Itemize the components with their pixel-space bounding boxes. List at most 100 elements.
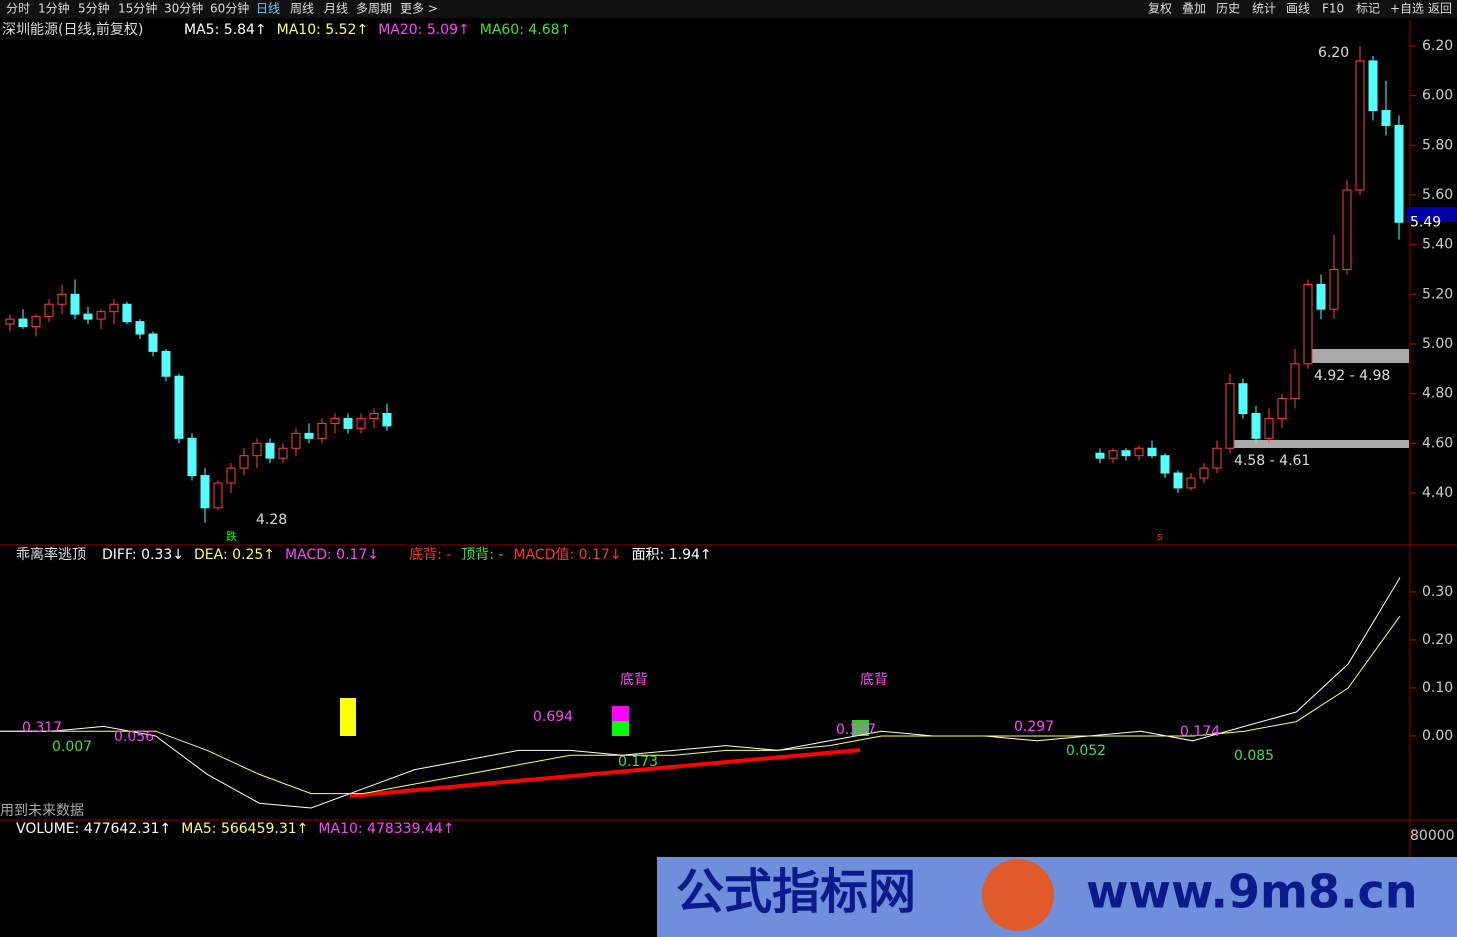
candle-body [1277,398,1287,419]
candle-body [1199,467,1209,479]
candle-body [200,475,210,509]
annotation: 底背 [620,672,648,688]
candle-body [1095,452,1105,459]
candle-body [304,432,314,439]
candle-body [1342,189,1352,270]
candle-body [1394,124,1404,223]
candle-body [1264,417,1274,439]
candle-body [317,422,327,439]
candle-body [1121,450,1131,457]
annotation: 4.58 - 4.61 [1234,453,1310,469]
candle-body [44,303,54,318]
y-tick-label: 6.00 [1422,88,1453,104]
toolbar-button[interactable]: 更多 > [400,2,438,16]
candle-body [109,303,119,313]
y-tick-label: 80000 [1410,828,1455,844]
candle-body [57,293,67,305]
watermark-logo [982,859,1054,931]
toolbar-button[interactable]: 周线 [290,2,314,16]
watermark-bg [657,857,1457,937]
y-tick-label: 5.80 [1422,137,1453,153]
ma-label: MA10: 5.52↑ [277,22,369,38]
candle-body [1368,60,1378,112]
candle-body [122,303,132,323]
candle-body [1355,60,1365,191]
annotation: 6.20 [1318,45,1349,61]
current-price-box [1407,207,1457,222]
y-tick-label: 5.60 [1422,187,1453,203]
candle-body [252,442,262,457]
macd-label: DIFF: 0.33↓ [102,547,184,563]
annotation: 跌 [226,529,237,543]
toolbar-button[interactable]: 画线 [1286,2,1310,16]
annotation: 0.056 [114,729,154,745]
candle-body [330,417,340,424]
candle-body [226,467,236,484]
candle-body [1147,447,1157,457]
toolbar-button[interactable]: F10 [1322,2,1344,16]
y-tick-label: 0.20 [1422,632,1453,648]
trend-line [349,748,861,798]
annotation: 4.92 - 4.98 [1314,368,1390,384]
annotation: 0.173 [618,754,658,770]
toolbar-button[interactable]: 统计 [1252,2,1276,16]
annotation: 底背 [860,672,888,688]
y-tick-label: 5.00 [1422,336,1453,352]
candle-body [1108,450,1118,459]
toolbar-button[interactable]: 分时 [6,2,30,16]
panel-title: 深圳能源(日线,前复权) [2,21,143,38]
annotation: 0.052 [1066,743,1106,759]
volume-label: MA10: 478339.44↑ [318,821,454,837]
annotation: 0.337 [836,722,876,738]
toolbar [0,0,1457,18]
ma-label: MA60: 4.68↑ [480,22,572,38]
candle-body [265,442,275,459]
toolbar-button[interactable]: 30分钟 [164,1,203,16]
candle-body [356,417,366,429]
macd-label: 顶背: - [461,547,503,563]
candle-body [1212,447,1222,469]
candle-body [1251,412,1261,439]
candle-body [148,333,158,352]
candle-body [135,321,145,335]
toolbar-button[interactable]: 60分钟 [210,1,249,16]
candle-body [1329,268,1339,310]
candle-body [1134,447,1144,457]
candle-body [1303,283,1313,365]
toolbar-button[interactable]: 返回 [1428,2,1452,16]
candle-body [343,417,353,429]
toolbar-button[interactable]: 5分钟 [78,1,110,16]
y-tick-label: 5.40 [1422,237,1453,253]
toolbar-button[interactable]: 复权 [1148,2,1172,16]
y-tick-label: 6.20 [1422,38,1453,54]
annotation: s [1157,530,1163,543]
candle-body [96,311,106,320]
toolbar-button[interactable]: 1分钟 [38,1,70,16]
y-tick-label: 0.00 [1422,728,1453,744]
volume-label: MA5: 566459.31↑ [181,821,308,837]
volume-label: VOLUME: 477642.31↑ [16,821,171,837]
toolbar-button[interactable]: 多周期 [356,2,392,16]
annotation: 0.694 [533,709,573,725]
annotation: 0.085 [1234,748,1274,764]
y-tick-label: 4.40 [1422,485,1453,501]
toolbar-button[interactable]: 标记 [1356,2,1380,16]
ma-label: MA5: 5.84↑ [184,22,267,38]
candle-body [239,455,249,469]
macd-label: MACD值: 0.17↓ [514,547,622,563]
signal-box [852,720,869,736]
annotation: 0.174 [1180,724,1220,740]
toolbar-button[interactable]: 月线 [324,2,348,16]
candle-body [382,412,392,427]
toolbar-button[interactable]: 历史 [1216,2,1240,16]
toolbar-button[interactable]: 叠加 [1182,2,1206,16]
annotation: 用到未来数据 [0,803,84,819]
toolbar-button[interactable]: 日线 [256,2,280,16]
y-tick-label: 0.10 [1422,680,1453,696]
toolbar-button[interactable]: +自选 [1390,2,1424,16]
candle-body [187,437,197,477]
y-tick-label: 0.30 [1422,584,1453,600]
toolbar-button[interactable]: 15分钟 [118,1,157,16]
candle-body [1173,472,1183,489]
annotation: 0.007 [52,739,92,755]
